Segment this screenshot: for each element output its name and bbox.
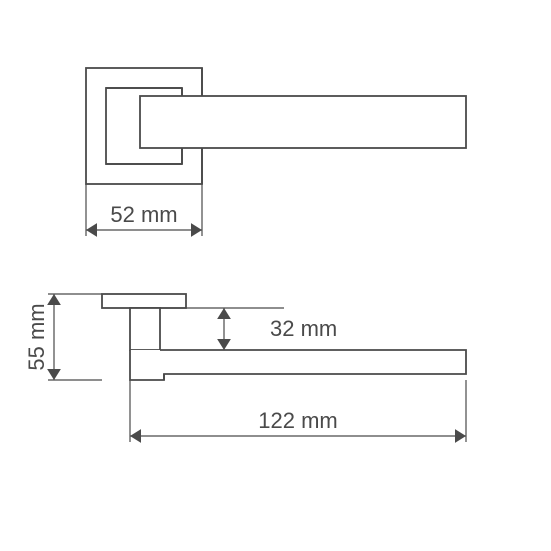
dim-length-label: 122 mm	[258, 408, 337, 433]
dim-clearance-label: 32 mm	[270, 316, 337, 341]
side-lever-outline	[130, 350, 466, 380]
technical-drawing: 52 mm 55 mm 32 mm 122 mm	[0, 0, 551, 551]
side-stem	[130, 308, 160, 350]
front-lever	[140, 96, 466, 148]
dim-rose-width-label: 52 mm	[110, 202, 177, 227]
side-collar	[102, 294, 186, 308]
drawing-svg: 52 mm 55 mm 32 mm 122 mm	[0, 0, 551, 551]
dim-height-label: 55 mm	[24, 303, 49, 370]
